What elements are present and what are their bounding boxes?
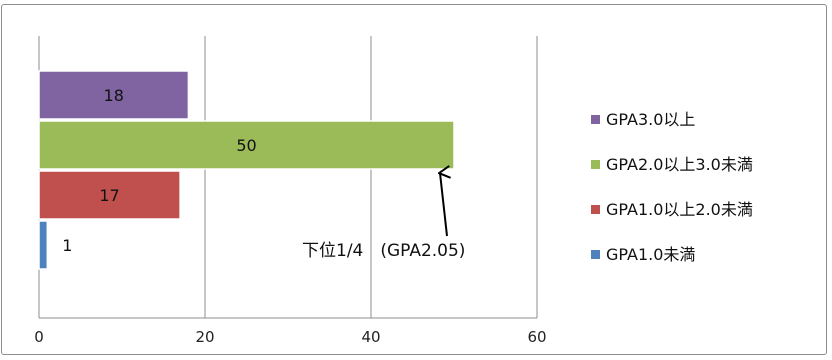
x-axis-ticks: 0 20 40 60 [34, 328, 546, 346]
legend-label-GPA2.0以上3.0未満: GPA2.0以上3.0未満 [606, 155, 753, 174]
bar-GPA1.0以上2.0未満 [38, 170, 181, 220]
data-label-GPA1.0以上2.0未満: 17 [99, 186, 119, 205]
legend-swatch-GPA1.0未満 [591, 250, 600, 259]
annotation: 下位1/4 (GPA2.05) [302, 173, 465, 261]
legend-label-GPA1.0以上2.0未満: GPA1.0以上2.0未満 [606, 200, 753, 219]
legend-swatch-GPA3.0以上 [591, 115, 600, 124]
x-tick-label-20: 20 [195, 328, 214, 346]
x-tick-label-40: 40 [361, 328, 380, 346]
x-tick-label-0: 0 [34, 328, 44, 346]
data-label-GPA2.0以上3.0未満: 50 [236, 136, 256, 155]
x-tick-label-60: 60 [527, 328, 546, 346]
legend-label-GPA3.0以上: GPA3.0以上 [606, 110, 695, 129]
bars: 18 50 17 1 [38, 70, 455, 270]
data-label-GPA3.0以上: 18 [104, 86, 124, 105]
bar-GPA1.0未満 [38, 220, 49, 270]
annotation-arrow [440, 173, 447, 237]
legend: GPA3.0以上 GPA2.0以上3.0未満 GPA1.0以上2.0未満 GPA1.0… [591, 110, 753, 264]
bar-GPA2.0以上3.0未満 [38, 120, 455, 170]
data-label-GPA1.0未満: 1 [62, 236, 72, 255]
legend-swatch-GPA2.0以上3.0未満 [591, 160, 600, 169]
annotation-text: 下位1/4 (GPA2.05) [302, 241, 465, 261]
legend-label-GPA1.0未満: GPA1.0未満 [606, 245, 695, 264]
legend-swatch-GPA1.0以上2.0未満 [591, 205, 600, 214]
bar-GPA3.0以上 [38, 70, 190, 120]
